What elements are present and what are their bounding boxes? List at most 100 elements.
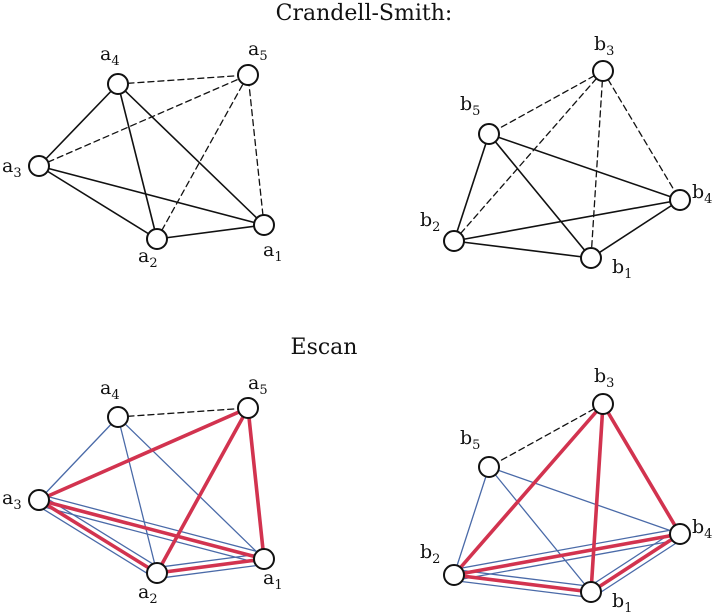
edge-cs-b-b5-b4-solid bbox=[488, 133, 681, 201]
edge-es-a-a3-a1-red bbox=[37, 498, 266, 561]
node-label-cs-b-b5: b5 bbox=[460, 93, 480, 119]
node-label-subscript: 3 bbox=[13, 166, 21, 181]
node-cs-b-b1 bbox=[580, 247, 602, 269]
edge-es-b-b2-b1-blue-double-line-1 bbox=[452, 579, 591, 599]
edge-es-a-a5-a1-red bbox=[246, 406, 266, 561]
edge-es-a-a4-a3-blue bbox=[38, 416, 119, 501]
node-label-es-a-a5: a5 bbox=[248, 372, 268, 398]
node-label-subscript: 4 bbox=[111, 388, 119, 403]
edge-es-a-a2-a1-red bbox=[155, 557, 266, 575]
node-label-es-a-a2: a2 bbox=[138, 581, 158, 607]
edge-cs-b-b5-b1-solid bbox=[488, 133, 592, 259]
node-label-base: a bbox=[138, 245, 149, 267]
edge-es-a-a3-a1-blue-double-line-1 bbox=[36, 504, 264, 565]
node-es-a-a5 bbox=[237, 397, 259, 419]
node-label-es-b-b2: b2 bbox=[420, 541, 440, 567]
edge-cs-a-a2-a1-solid bbox=[156, 224, 265, 240]
node-label-cs-b-b2: b2 bbox=[420, 209, 440, 235]
node-cs-b-b5 bbox=[478, 123, 500, 145]
edge-es-a-a3-a2-blue-double-line-1 bbox=[35, 504, 155, 579]
node-label-cs-b-b1: b1 bbox=[612, 256, 632, 282]
node-label-base: a bbox=[100, 377, 111, 399]
node-label-subscript: 5 bbox=[472, 104, 480, 119]
edge-es-b-b2-b1-red bbox=[452, 573, 593, 594]
node-cs-a-a4 bbox=[107, 73, 129, 95]
graph-es-b-edges bbox=[452, 402, 684, 599]
node-label-es-a-a4: a4 bbox=[100, 377, 120, 403]
graph-es-a-edges bbox=[35, 406, 267, 580]
edge-es-b-b3-b4-red bbox=[601, 402, 682, 536]
edge-es-a-a4-a1-blue bbox=[117, 416, 265, 560]
edge-cs-a-a4-a3-solid bbox=[38, 83, 119, 167]
node-label-cs-a-a2: a2 bbox=[138, 245, 158, 271]
edge-es-a-a3-a2-red bbox=[37, 498, 159, 575]
edge-es-b-b2-b4-blue-double-line-1 bbox=[454, 538, 682, 582]
node-label-subscript: 4 bbox=[704, 527, 712, 542]
node-es-a-a2 bbox=[146, 562, 168, 584]
edge-es-b-b1-b4-red bbox=[589, 532, 682, 594]
graph-cs-a-edges bbox=[38, 74, 265, 240]
edge-cs-a-a4-a1-solid bbox=[117, 83, 265, 226]
node-cs-b-b4 bbox=[669, 189, 691, 211]
node-label-es-b-b4: b4 bbox=[692, 516, 712, 542]
node-label-subscript: 3 bbox=[13, 498, 21, 513]
node-label-base: b bbox=[692, 181, 704, 203]
node-cs-a-a3 bbox=[28, 155, 50, 177]
edge-cs-b-b3-b1-dashed bbox=[590, 70, 604, 259]
edge-cs-a-a1-a5-dashed bbox=[247, 74, 265, 226]
node-label-subscript: 4 bbox=[111, 54, 119, 69]
graph-cs-b-edges bbox=[453, 70, 681, 259]
node-label-subscript: 2 bbox=[149, 592, 157, 607]
node-es-a-a4 bbox=[107, 406, 129, 428]
node-label-cs-a-a5: a5 bbox=[248, 38, 268, 64]
edge-cs-b-b2-b4-solid bbox=[453, 199, 681, 242]
edge-es-a-a4-a5-dashed bbox=[117, 407, 249, 418]
edge-es-a-a4-a2-blue bbox=[117, 416, 158, 574]
node-label-cs-a-a3: a3 bbox=[2, 155, 22, 181]
edge-cs-b-b3-b2-dashed bbox=[453, 70, 604, 242]
node-es-a-a1 bbox=[253, 548, 275, 570]
node-label-base: b bbox=[420, 209, 432, 231]
node-label-base: a bbox=[2, 155, 13, 177]
edge-es-b-b3-b5-dashed bbox=[488, 403, 604, 468]
edge-es-a-a3-a1-blue-double-line-2 bbox=[39, 494, 267, 555]
edge-cs-a-a2-a5-dashed bbox=[156, 74, 249, 240]
node-cs-b-b3 bbox=[592, 60, 614, 82]
edge-cs-b-b2-b1-solid bbox=[453, 240, 592, 259]
node-label-cs-b-b4: b4 bbox=[692, 181, 712, 207]
node-label-subscript: 5 bbox=[472, 438, 480, 453]
node-label-subscript: 3 bbox=[606, 376, 614, 391]
node-label-es-b-b5: b5 bbox=[460, 427, 480, 453]
node-cs-a-a5 bbox=[237, 64, 259, 86]
node-label-base: a bbox=[138, 581, 149, 603]
node-es-b-b5 bbox=[478, 456, 500, 478]
node-label-base: a bbox=[248, 372, 259, 394]
panel-title-crandell-smith: Crandell-Smith: bbox=[276, 1, 453, 26]
node-label-base: b bbox=[420, 541, 432, 563]
node-label-subscript: 3 bbox=[606, 44, 614, 59]
edge-es-b-b2-b4-blue-double-line-2 bbox=[452, 527, 680, 571]
panel-title-escan: Escan bbox=[291, 335, 358, 360]
edge-cs-a-a4-a2-solid bbox=[117, 83, 158, 240]
node-label-es-b-b3: b3 bbox=[594, 365, 614, 391]
node-label-base: a bbox=[2, 487, 13, 509]
node-es-b-b2 bbox=[443, 564, 465, 586]
edge-cs-a-a3-a5-dashed bbox=[38, 74, 249, 167]
node-label-subscript: 1 bbox=[624, 601, 632, 616]
node-cs-a-a2 bbox=[146, 228, 168, 250]
node-label-cs-a-a1: a1 bbox=[263, 239, 283, 265]
edge-es-b-b2-b4-red bbox=[452, 532, 682, 577]
node-es-b-b4 bbox=[669, 523, 691, 545]
node-label-base: b bbox=[594, 33, 606, 55]
edge-cs-b-b3-b4-dashed bbox=[602, 70, 681, 201]
node-label-subscript: 2 bbox=[149, 256, 157, 271]
node-label-subscript: 2 bbox=[432, 220, 440, 235]
node-label-base: b bbox=[612, 590, 624, 612]
edges-layer bbox=[35, 70, 684, 599]
edge-es-b-b2-b4-blue-double bbox=[452, 527, 682, 582]
node-label-base: a bbox=[248, 38, 259, 60]
edge-es-a-a2-a1-blue-double-line-1 bbox=[157, 563, 266, 580]
